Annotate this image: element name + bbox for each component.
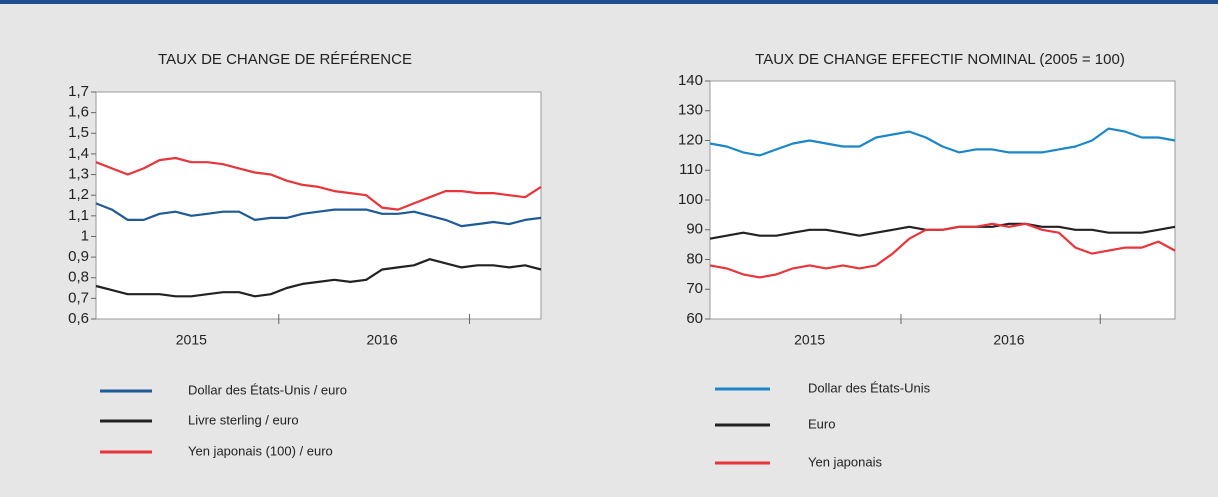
y-tick-label: 120 [678,131,703,148]
y-tick-label: 1,7 [68,83,89,100]
y-tick-label: 80 [686,250,703,267]
chart-title: TAUX DE CHANGE EFFECTIF NOMINAL (2005 = … [755,51,1125,68]
y-tick-label: 1,6 [68,104,89,121]
series-line [95,202,542,228]
y-tick-label: 0,6 [68,310,89,327]
series-line [95,258,542,298]
y-tick-label: 1,5 [68,124,89,141]
y-tick-label: 130 [678,102,703,119]
y-tick-label: 0,9 [68,248,89,265]
x-tick-label: 2016 [993,332,1024,348]
legend-label: Dollar des États-Unis [808,380,931,395]
legend-label: Euro [808,416,835,431]
top-rule [0,0,1218,4]
y-tick-label: 90 [686,221,703,238]
y-tick-label: 110 [679,161,703,178]
x-tick-label: 2015 [794,332,825,348]
y-tick-label: 60 [686,310,703,327]
legend-label: Livre sterling / euro [188,412,299,427]
y-tick-label: 140 [678,72,703,89]
plot-area [95,91,542,320]
x-tick-label: 2015 [176,332,207,348]
y-tick-label: 70 [686,280,703,297]
series-line [95,156,542,211]
y-tick-label: 100 [678,191,703,208]
y-tick-label: 1,2 [68,186,89,203]
y-tick-label: 1,1 [68,207,89,224]
legend-label: Yen japonais (100) / euro [188,443,333,458]
series-line [709,127,1176,157]
legend-label: Yen japonais [808,454,882,469]
legend-label: Dollar des États-Unis / euro [188,382,347,397]
plot-area [709,80,1176,320]
series-line [709,222,1176,279]
y-tick-label: 1 [81,227,89,244]
y-tick-label: 1,3 [68,166,89,183]
y-tick-label: 0,7 [68,289,89,306]
chart-title: TAUX DE CHANGE DE RÉFÉRENCE [158,51,412,68]
y-tick-label: 1,4 [68,145,89,162]
x-tick-label: 2016 [366,332,397,348]
y-tick-label: 0,8 [68,269,89,286]
